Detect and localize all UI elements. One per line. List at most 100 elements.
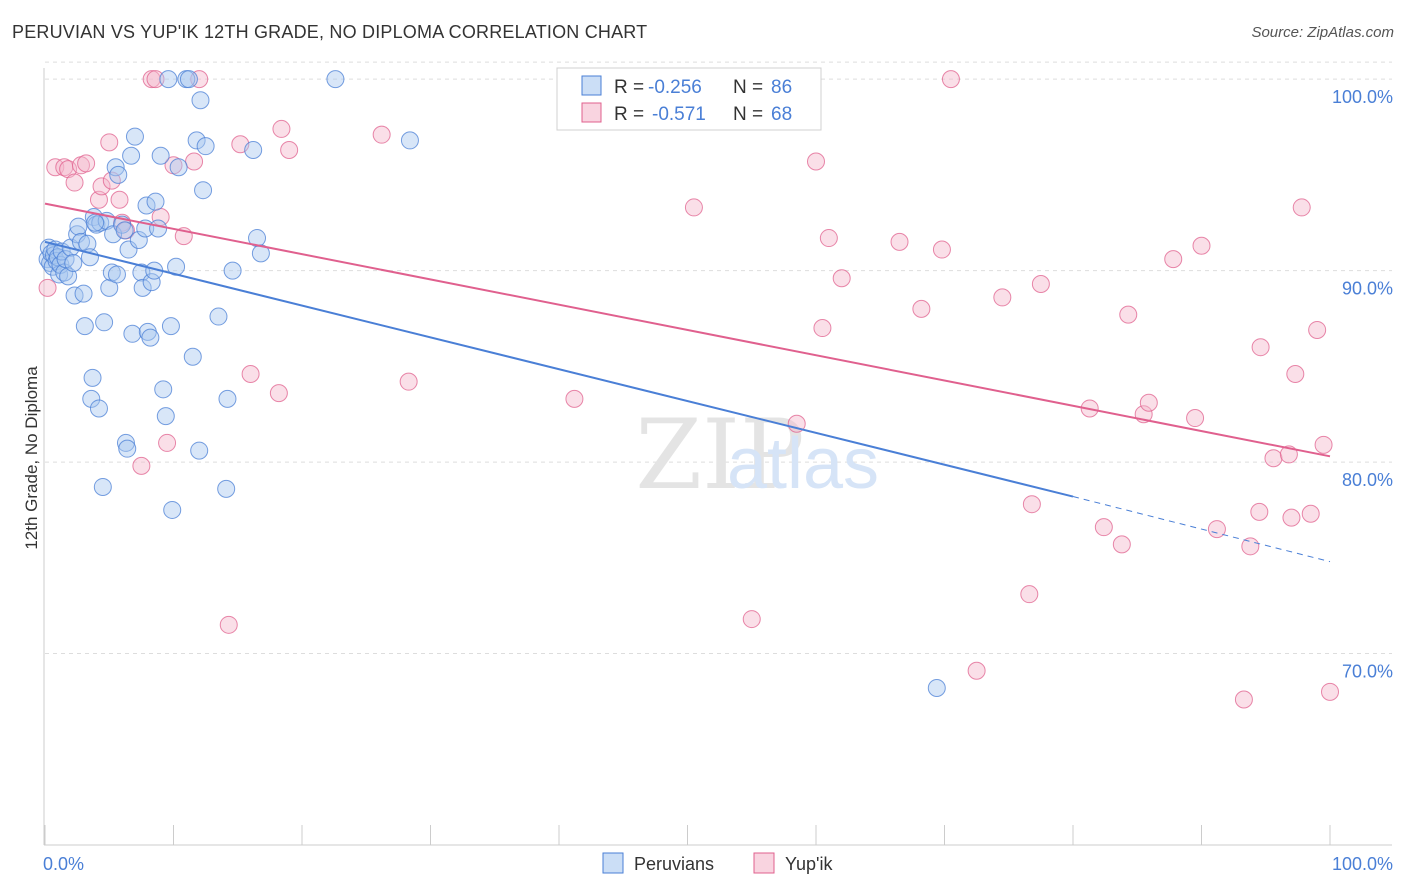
yupik-point-69 xyxy=(1314,435,1333,454)
peruvians-point-39 xyxy=(109,165,128,184)
yupik-point-40 xyxy=(912,299,931,318)
yupik-point-14 xyxy=(132,456,151,475)
x-tick-label-max: 100.0% xyxy=(1332,854,1393,874)
peruvians-point-70 xyxy=(187,131,206,150)
yupik-point-57 xyxy=(1207,520,1226,539)
stats-legend: R = -0.256 N = 86 R = -0.571 N = 68 xyxy=(556,67,822,131)
y-tick-label-70: 70.0% xyxy=(1342,662,1393,682)
peruvians-point-84 xyxy=(927,679,946,697)
peruvians-point-42 xyxy=(116,433,135,452)
peruvians-point-45 xyxy=(122,146,141,165)
legend-r-value-1: -0.256 xyxy=(648,77,702,98)
yupik-point-64 xyxy=(1282,508,1301,527)
yupik-points xyxy=(38,70,1339,709)
peruvians-point-73 xyxy=(194,181,213,200)
yupik-point-43 xyxy=(967,661,986,680)
peruvians-point-19 xyxy=(69,217,88,236)
peruvians-point-36 xyxy=(104,225,123,244)
peruvians-point-29 xyxy=(89,399,108,418)
legend-swatch-yupik xyxy=(581,102,602,123)
yupik-point-9 xyxy=(100,133,119,152)
peruvians-point-47 xyxy=(125,127,144,146)
yupik-point-55 xyxy=(1186,409,1205,428)
peruvians-point-63 xyxy=(161,317,180,336)
yupik-point-33 xyxy=(742,610,761,629)
legend-r-label-1: R = xyxy=(614,77,644,98)
yupik-point-68 xyxy=(1308,320,1327,339)
yupik-point-36 xyxy=(813,319,832,338)
axes xyxy=(43,68,1392,846)
bottom-legend-swatch-yupik xyxy=(753,852,775,874)
peruvians-trend-extension xyxy=(1072,496,1331,563)
yupik-point-29 xyxy=(372,125,391,144)
yupik-point-30 xyxy=(399,372,418,391)
peruvians-point-75 xyxy=(209,307,228,326)
peruvians-point-43 xyxy=(118,439,137,458)
yupik-point-49 xyxy=(1094,518,1113,537)
peruvians-point-22 xyxy=(75,317,94,336)
x-tick-label-min: 0.0% xyxy=(43,854,84,874)
yupik-point-60 xyxy=(1250,502,1269,521)
peruvians-trend-line xyxy=(44,240,1074,498)
legend-r-value-2: -0.571 xyxy=(652,104,706,125)
yupik-point-27 xyxy=(272,119,291,138)
yupik-point-70 xyxy=(1321,682,1339,701)
peruvians-point-16 xyxy=(64,253,83,272)
peruvians-point-78 xyxy=(223,261,242,280)
yupik-point-23 xyxy=(219,615,238,634)
legend-n-value-2: 68 xyxy=(771,104,792,125)
yupik-point-61 xyxy=(1251,338,1270,357)
peruvians-point-82 xyxy=(326,70,345,89)
peruvians-point-66 xyxy=(169,158,188,177)
yupik-point-41 xyxy=(932,240,951,259)
peruvians-point-72 xyxy=(191,91,210,110)
yupik-point-6 xyxy=(77,154,96,173)
watermark-atlas: atlas xyxy=(727,424,879,504)
peruvians-point-68 xyxy=(179,70,198,89)
peruvians-point-52 xyxy=(137,196,156,215)
yupik-point-62 xyxy=(1264,449,1283,468)
peruvians-point-85 xyxy=(86,213,105,232)
bottom-legend-swatch-peruvians xyxy=(602,852,624,874)
trend-lines xyxy=(44,202,1331,563)
peruvians-point-58 xyxy=(149,219,168,238)
peruvians-point-38 xyxy=(107,265,126,284)
yupik-point-18 xyxy=(158,433,177,452)
grid-lines xyxy=(45,61,1392,655)
yupik-point-51 xyxy=(1119,305,1138,324)
peruvians-point-74 xyxy=(196,137,215,156)
legend-n-label-1: N = xyxy=(733,77,763,98)
yupik-point-4 xyxy=(65,173,84,192)
legend-n-value-1: 86 xyxy=(771,77,792,98)
peruvians-point-17 xyxy=(65,286,84,305)
peruvians-point-57 xyxy=(146,192,165,211)
yupik-point-22 xyxy=(190,70,209,89)
yupik-point-37 xyxy=(819,229,838,248)
yupik-point-46 xyxy=(1022,495,1041,514)
peruvians-point-71 xyxy=(190,441,209,460)
y-tick-label-100: 100.0% xyxy=(1332,87,1393,107)
yupik-point-35 xyxy=(807,152,825,171)
yupik-point-53 xyxy=(1139,393,1158,412)
peruvians-point-25 xyxy=(82,389,101,408)
peruvians-point-77 xyxy=(218,389,237,408)
peruvians-point-81 xyxy=(251,244,270,263)
yupik-point-65 xyxy=(1286,365,1305,383)
y-tick-label-80: 80.0% xyxy=(1342,470,1393,490)
peruvians-point-34 xyxy=(100,278,119,297)
series-legend: Peruvians Yup'ik xyxy=(602,852,833,874)
yupik-point-50 xyxy=(1112,535,1131,554)
yupik-point-44 xyxy=(993,288,1012,307)
peruvians-point-69 xyxy=(183,347,202,366)
yupik-point-39 xyxy=(890,232,909,251)
peruvians-point-59 xyxy=(151,146,170,165)
peruvians-point-62 xyxy=(159,70,178,89)
peruvians-point-83 xyxy=(400,131,419,150)
peruvians-point-48 xyxy=(129,230,148,249)
yupik-point-54 xyxy=(1164,250,1183,269)
bottom-legend-yupik: Yup'ik xyxy=(785,854,833,874)
peruvians-point-21 xyxy=(74,284,93,303)
peruvians-point-50 xyxy=(133,278,152,297)
peruvians-point-14 xyxy=(59,267,78,286)
yupik-point-31 xyxy=(565,389,584,408)
